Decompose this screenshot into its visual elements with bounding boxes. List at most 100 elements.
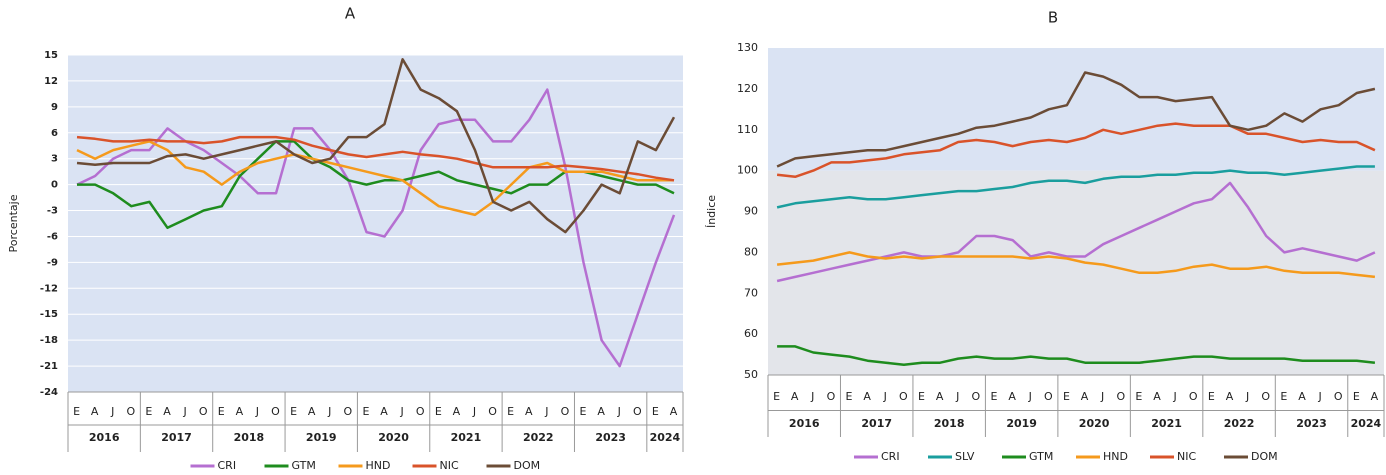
year-label: 2022 [1224,417,1255,430]
year-label: 2017 [161,431,192,444]
x-tick-label: J [1245,390,1250,403]
legend-label: NIC [440,459,459,472]
y-tick-label: 80 [744,245,758,258]
series-line [76,140,674,217]
x-tick-label: E [507,405,515,418]
y-tick-label: 12 [44,76,58,87]
y-tick-label: -15 [40,309,58,320]
y-tick-label: -6 [47,231,58,242]
x-tick-label: E [1135,390,1143,403]
x-tick-label: O [416,405,426,418]
series-line [776,122,1376,179]
year-label: 2021 [1151,417,1182,430]
x-tick-label: O [199,405,209,418]
year-label: 2017 [861,417,892,430]
year-label: 2024 [1351,417,1382,430]
x-tick-label: A [308,405,317,418]
x-tick-label: A [91,405,100,418]
year-label: 2020 [1079,417,1110,430]
y-tick-label: 90 [744,205,758,218]
y-tick-label: -24 [40,387,58,398]
y-tick-label: 100 [737,164,758,177]
legend-label: GTM [1029,450,1053,463]
x-tick-label: O [972,390,982,403]
year-label: 2018 [934,417,965,430]
series-line [776,251,1376,279]
x-tick-label: J [883,390,888,403]
x-tick-label: O [1116,390,1126,403]
legend-label: SLV [955,450,975,463]
x-tick-label: E [1280,390,1288,403]
y-tick-label: -18 [40,335,58,346]
y-tick-label: 50 [744,368,758,381]
x-tick-label: E [73,405,81,418]
legend-label: GTM [292,459,316,472]
y-tick-label: 0 [51,180,58,191]
x-tick-label: A [1226,390,1235,403]
y-axis-label: Índice [705,195,718,228]
x-tick-label: E [218,405,226,418]
y-tick-label: 130 [737,41,758,54]
year-label: 2016 [89,431,120,444]
series-line [76,58,676,234]
x-tick-label: O [899,390,909,403]
x-tick-label: A [525,405,534,418]
y-tick-label: -3 [47,206,58,217]
x-tick-label: J [400,405,405,418]
year-label: 2021 [451,431,482,444]
y-axis-label: Porcentaje [7,194,20,252]
x-tick-label: J [110,405,115,418]
x-tick-label: J [955,390,960,403]
x-tick-label: J [472,405,477,418]
y-tick-label: 15 [44,50,58,61]
x-tick-label: O [561,405,571,418]
x-tick-label: E [145,405,153,418]
x-tick-label: J [182,405,187,418]
y-tick-label: 6 [51,128,58,139]
legend-label: DOM [1251,450,1278,463]
x-tick-label: O [827,390,837,403]
series-line [76,135,675,182]
x-tick-label: O [488,405,498,418]
x-tick-label: J [544,405,549,418]
year-label: 2019 [1006,417,1037,430]
x-tick-label: A [670,405,679,418]
x-tick-label: E [1208,390,1216,403]
x-tick-label: O [633,405,643,418]
x-tick-label: A [1153,390,1162,403]
chart-title: B [1048,9,1058,27]
x-tick-label: A [863,390,872,403]
y-tick-label: 120 [737,82,758,95]
plot-background [68,55,683,392]
x-tick-label: A [236,405,245,418]
y-tick-label: 70 [744,286,758,299]
y-tick-label: -12 [40,283,58,294]
x-tick-label: J [255,405,260,418]
x-tick-label: A [1298,390,1307,403]
x-tick-label: O [271,405,281,418]
x-tick-label: E [1063,390,1071,403]
year-label: 2023 [1296,417,1327,430]
x-tick-label: E [1353,390,1361,403]
series-line [776,71,1376,168]
x-tick-label: A [1371,390,1380,403]
y-tick-label: 3 [51,154,58,165]
x-tick-label: J [810,390,815,403]
x-tick-label: J [327,405,332,418]
series-line [777,345,1376,367]
x-tick-label: A [453,405,462,418]
x-tick-label: E [580,405,588,418]
x-tick-label: A [936,390,945,403]
x-tick-label: O [1189,390,1199,403]
x-tick-label: J [617,405,622,418]
x-tick-label: J [1100,390,1105,403]
year-label: 2023 [595,431,626,444]
x-tick-label: E [918,390,926,403]
legend-label: HND [366,459,391,472]
year-label: 2018 [234,431,265,444]
x-tick-label: A [380,405,389,418]
year-label: 2019 [306,431,337,444]
x-tick-label: E [990,390,998,403]
y-tick-label: -21 [40,361,58,372]
